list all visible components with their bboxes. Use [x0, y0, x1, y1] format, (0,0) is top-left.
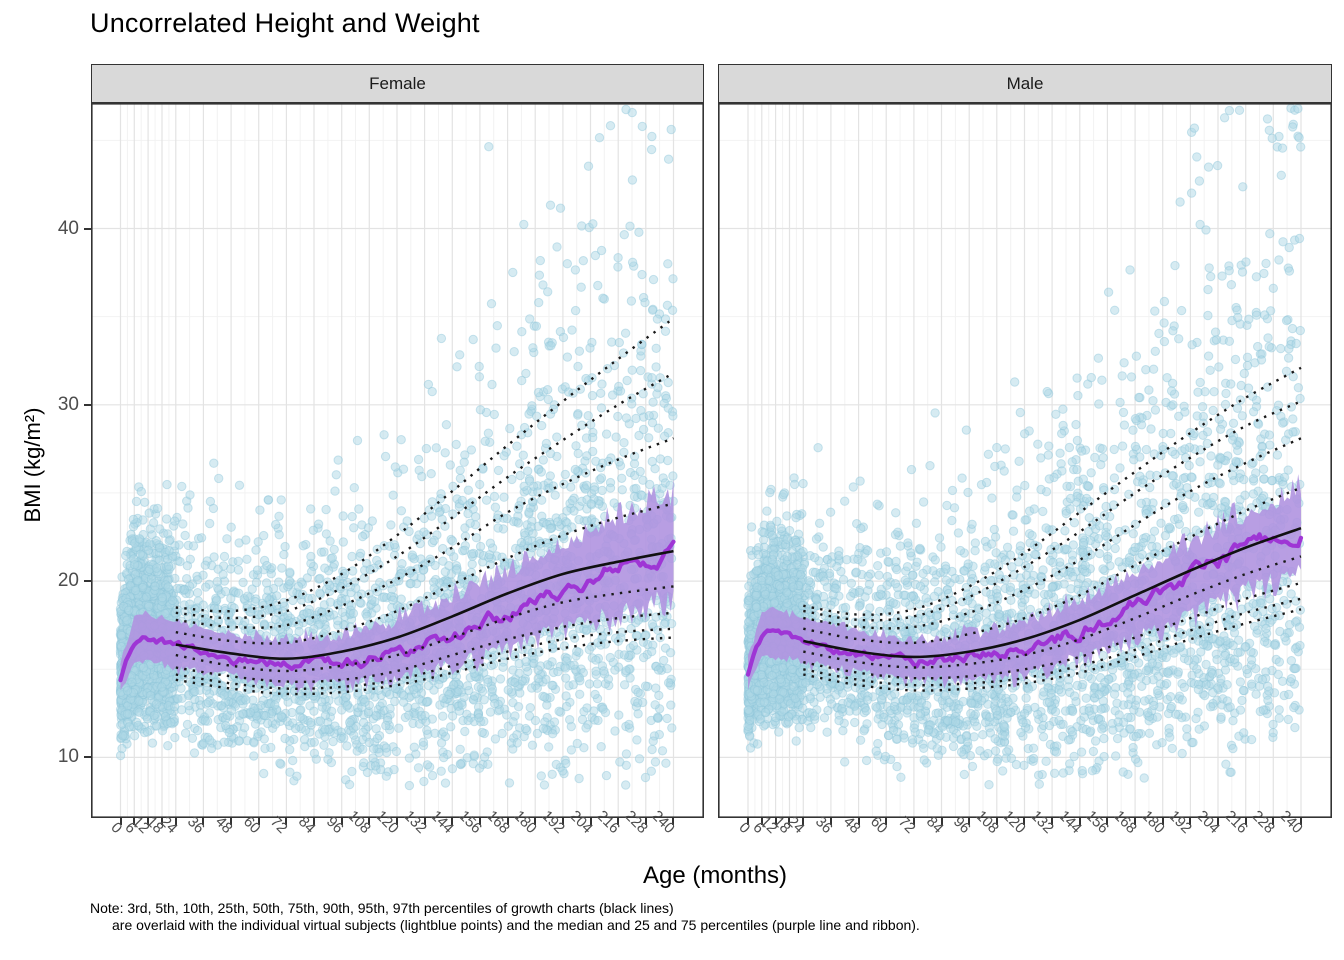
y-tick-mark	[84, 228, 91, 230]
x-tick-label: 0	[735, 819, 753, 838]
chart-title: Uncorrelated Height and Weight	[90, 8, 480, 38]
x-tick-mark	[996, 818, 998, 825]
x-tick-mark	[1300, 818, 1302, 825]
x-tick-mark	[451, 818, 453, 825]
x-tick-mark	[913, 818, 915, 825]
x-tick-mark	[830, 818, 832, 825]
x-tick-mark	[258, 818, 260, 825]
facet-strip-female: Female	[91, 64, 704, 103]
panel-plot-male	[718, 103, 1332, 818]
footnote-line2: are overlaid with the individual virtual…	[112, 917, 920, 933]
x-tick-mark	[1023, 818, 1025, 825]
x-tick-mark	[534, 818, 536, 825]
x-tick-mark	[788, 818, 790, 825]
x-tick-mark	[424, 818, 426, 825]
x-tick-mark	[120, 818, 122, 825]
x-tick-mark	[562, 818, 564, 825]
y-tick-mark	[84, 580, 91, 582]
x-tick-mark	[1051, 818, 1053, 825]
x-tick-mark	[368, 818, 370, 825]
x-tick-mark	[802, 818, 804, 825]
x-tick-mark	[1245, 818, 1247, 825]
x-tick-mark	[313, 818, 315, 825]
x-axis-title: Age (months)	[642, 862, 788, 889]
x-tick-mark	[1162, 818, 1164, 825]
y-tick-label: 10	[57, 746, 79, 767]
facet-strip-female-label: Female	[369, 73, 426, 93]
y-tick-mark	[84, 756, 91, 758]
x-tick-mark	[761, 818, 763, 825]
x-tick-mark	[507, 818, 509, 825]
y-tick-label: 30	[57, 394, 79, 415]
x-tick-mark	[1106, 818, 1108, 825]
x-tick-mark	[202, 818, 204, 825]
x-tick-mark	[858, 818, 860, 825]
y-tick-label: 20	[57, 570, 79, 591]
x-tick-mark	[617, 818, 619, 825]
footnote-line1: Note: 3rd, 5th, 10th, 25th, 50th, 75th, …	[90, 900, 674, 916]
x-tick-mark	[1272, 818, 1274, 825]
x-tick-mark	[479, 818, 481, 825]
facet-strip-male: Male	[718, 64, 1332, 103]
x-tick-mark	[672, 818, 674, 825]
x-tick-mark	[230, 818, 232, 825]
x-tick-mark	[747, 818, 749, 825]
facet-strip-male-label: Male	[1006, 73, 1044, 93]
x-tick-mark	[175, 818, 177, 825]
x-tick-mark	[161, 818, 163, 825]
x-tick-mark	[1134, 818, 1136, 825]
x-tick-mark	[1079, 818, 1081, 825]
x-tick-mark	[341, 818, 343, 825]
x-tick-mark	[1189, 818, 1191, 825]
x-tick-mark	[396, 818, 398, 825]
x-tick-mark	[941, 818, 943, 825]
x-tick-mark	[1217, 818, 1219, 825]
footnote: Note: 3rd, 5th, 10th, 25th, 50th, 75th, …	[90, 900, 920, 934]
x-tick-mark	[885, 818, 887, 825]
x-tick-mark	[147, 818, 149, 825]
y-tick-label: 40	[57, 218, 79, 239]
x-tick-mark	[775, 818, 777, 825]
x-tick-label: 0	[107, 819, 125, 838]
x-tick-mark	[968, 818, 970, 825]
y-tick-mark	[84, 404, 91, 406]
x-tick-mark	[590, 818, 592, 825]
panel-plot-female	[91, 103, 704, 818]
x-tick-mark	[645, 818, 647, 825]
x-tick-mark	[285, 818, 287, 825]
x-tick-mark	[133, 818, 135, 825]
